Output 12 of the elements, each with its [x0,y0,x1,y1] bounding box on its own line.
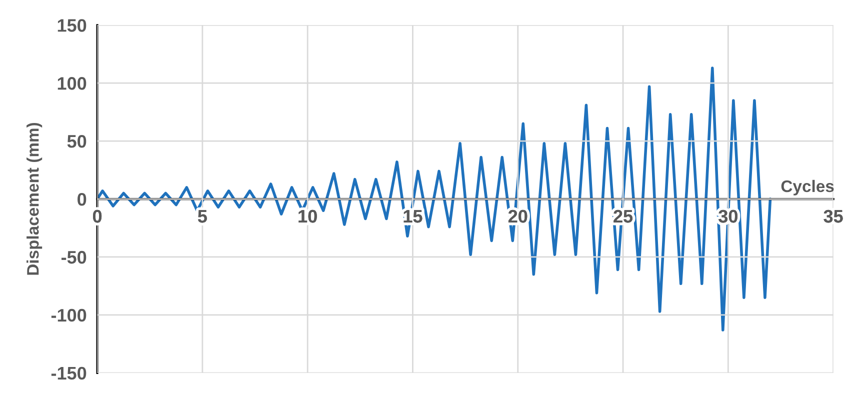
y-tick-label: 0 [78,192,86,206]
y-axis-title: Displacement (mm) [26,122,42,275]
x-axis-title: Cycles [781,180,834,196]
y-tick-label: 150 [58,19,86,32]
y-tick-label: -150 [51,366,86,380]
y-tick-label: 100 [58,77,86,90]
y-tick-label: -100 [51,308,86,322]
x-tick-label: 5 [198,210,207,223]
y-tick-label: 50 [67,135,86,148]
y-tick-label: -50 [61,250,86,264]
x-tick-label: 10 [298,210,317,223]
x-tick-label: 35 [824,210,843,223]
